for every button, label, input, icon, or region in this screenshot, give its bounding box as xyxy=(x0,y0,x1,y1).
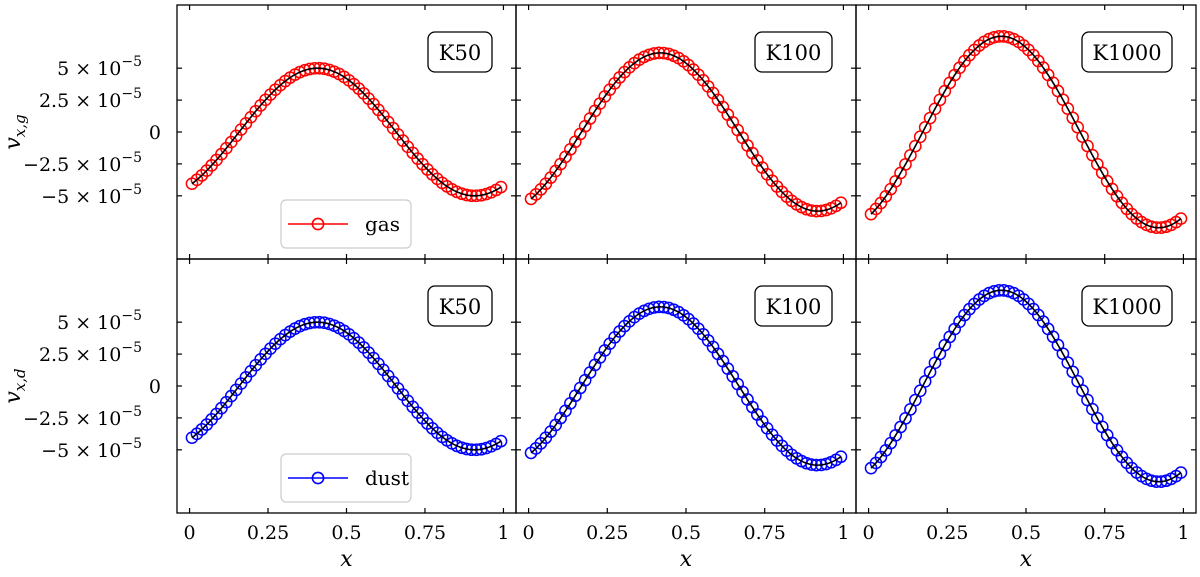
panel-dust-k50: K50 dust xyxy=(176,258,517,514)
panel-label: K50 xyxy=(439,41,481,65)
y-tick-label: 0 xyxy=(149,376,161,398)
markers xyxy=(524,46,848,218)
y-tick-label: 2.5 × 10−5 xyxy=(39,340,142,366)
x-tick-label: 0.75 xyxy=(1084,522,1126,544)
y-axes: 5 × 10−5 2.5 × 10−5 0 −2.5 × 10−5 −5 × 10−5 v… xyxy=(1,54,161,462)
y-axis-title: vx,d xyxy=(1,368,29,403)
data-point xyxy=(494,180,508,194)
panel-dust-k100: K100 xyxy=(515,258,857,514)
y-tick-label: −5 × 10−5 xyxy=(41,182,142,208)
data-point xyxy=(455,187,469,201)
y-tick-label: 0 xyxy=(149,122,161,144)
data-point xyxy=(1145,474,1158,488)
panel-gas-k100: K100 xyxy=(515,4,857,260)
data-point xyxy=(1174,466,1188,479)
panel-dust-k1000: K1000 xyxy=(855,258,1197,514)
markers xyxy=(864,30,1188,234)
y-axis-title: vx,g xyxy=(1,114,29,149)
data-point xyxy=(800,456,813,470)
markers xyxy=(185,315,508,457)
data-point xyxy=(642,48,656,62)
analytic-line xyxy=(191,321,502,451)
data-point xyxy=(298,63,312,77)
x-tick-label: 1 xyxy=(1177,522,1189,544)
panel-gas-k50: K50 gas xyxy=(176,4,517,260)
data-point xyxy=(834,196,848,210)
x-tick-label: 0.5 xyxy=(1011,522,1041,544)
x-tick-label: 0.75 xyxy=(744,522,786,544)
legend-marker xyxy=(311,471,325,485)
x-tick-label: 0 xyxy=(863,522,875,544)
panel-label: K100 xyxy=(766,41,822,65)
panel-label: K100 xyxy=(766,295,822,319)
y-tick-label: −2.5 × 10−5 xyxy=(23,404,142,430)
markers xyxy=(524,300,848,472)
data-point xyxy=(455,441,469,455)
markers xyxy=(864,284,1188,488)
x-axis-title: x xyxy=(680,547,693,572)
x-axis-title: x xyxy=(340,547,353,572)
panel-label: K50 xyxy=(439,295,481,319)
legend: dust xyxy=(280,453,412,503)
x-tick-label: 0.25 xyxy=(586,522,628,544)
data-point xyxy=(298,317,312,331)
x-tick-label: 1 xyxy=(497,522,509,544)
y-tick-label: 2.5 × 10−5 xyxy=(39,86,142,112)
x-tick-label: 0 xyxy=(184,522,196,544)
x-tick-label: 0.75 xyxy=(404,522,446,544)
data-point xyxy=(494,434,508,448)
x-tick-label: 0 xyxy=(523,522,535,544)
analytic-line xyxy=(870,35,1182,229)
x-axis-title: x xyxy=(1020,547,1033,572)
y-tick-label: 5 × 10−5 xyxy=(57,54,142,80)
x-tick-label: 0.5 xyxy=(331,522,361,544)
x-axis: 0 0.25 0.5 0.75 1 x 0 0.25 0.5 0.75 1 x 0 0.25 0.5 0.75… xyxy=(184,522,1190,572)
panel-gas-k1000: K1000 xyxy=(855,4,1197,260)
legend-label: gas xyxy=(365,212,400,236)
data-point xyxy=(1174,212,1188,225)
legend: gas xyxy=(280,199,412,249)
panel-label: K1000 xyxy=(1092,41,1161,65)
panel-label-badge: K100 xyxy=(754,31,833,73)
y-tick-label: −5 × 10−5 xyxy=(41,436,142,462)
analytic-line xyxy=(870,289,1182,483)
x-tick-label: 1 xyxy=(837,522,849,544)
panel-label-badge: K50 xyxy=(427,285,493,327)
data-point xyxy=(987,30,1001,44)
markers xyxy=(185,61,508,203)
panel-label-badge: K1000 xyxy=(1081,285,1173,327)
panel-label: K1000 xyxy=(1092,295,1161,319)
x-tick-label: 0.5 xyxy=(671,522,701,544)
legend-marker xyxy=(311,217,325,231)
panel-label-badge: K1000 xyxy=(1081,31,1173,73)
data-point xyxy=(800,202,813,216)
analytic-line xyxy=(530,52,842,212)
panel-grid: K50 gas K100 K1000 K50 dust K100 K1000 xyxy=(176,4,1197,514)
x-tick-label: 0.25 xyxy=(926,522,968,544)
x-tick-label: 0.25 xyxy=(247,522,289,544)
y-tick-label: 5 × 10−5 xyxy=(57,308,142,334)
data-point xyxy=(1145,220,1158,234)
analytic-line xyxy=(191,67,502,197)
data-point xyxy=(987,284,1001,298)
panel-label-badge: K100 xyxy=(754,285,833,327)
analytic-line xyxy=(530,306,842,466)
y-tick-label: −2.5 × 10−5 xyxy=(23,150,142,176)
data-point xyxy=(642,302,656,316)
panel-label-badge: K50 xyxy=(427,31,493,73)
legend-label: dust xyxy=(365,466,409,490)
data-point xyxy=(834,450,848,464)
